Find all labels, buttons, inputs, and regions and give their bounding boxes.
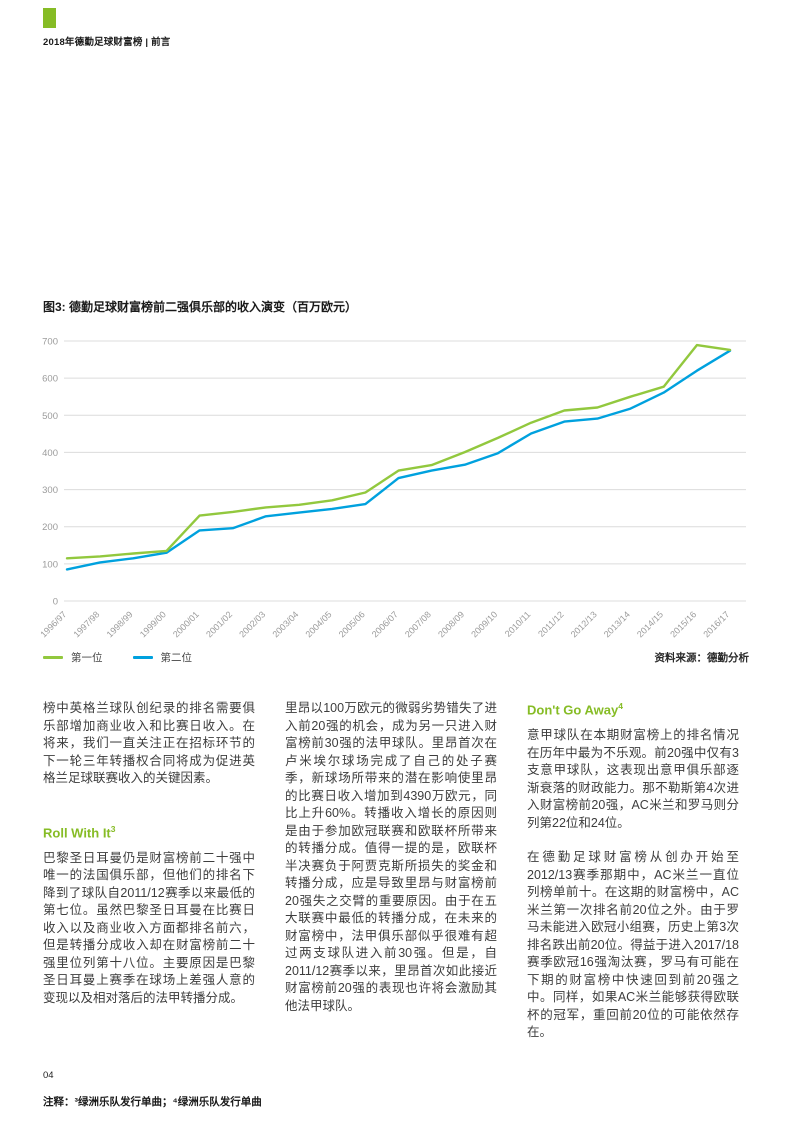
legend-label-second-place: 第二位 <box>160 652 193 664</box>
footnote-text: ³绿洲乐队发行单曲；⁴绿洲乐队发行单曲 <box>74 1096 262 1108</box>
section-heading-dont-go-away: Don't Go Away4 <box>527 701 739 717</box>
svg-text:600: 600 <box>42 374 58 385</box>
svg-text:2013/14: 2013/14 <box>602 609 632 639</box>
svg-text:2004/05: 2004/05 <box>304 609 334 639</box>
svg-text:2006/07: 2006/07 <box>370 609 400 639</box>
svg-text:2000/01: 2000/01 <box>171 609 201 639</box>
legend-item-first-place: 第一位 <box>43 650 103 665</box>
footnote-ref-4: 4 <box>618 701 623 711</box>
chart-legend: 第一位 第二位 <box>43 650 192 665</box>
svg-text:500: 500 <box>42 411 58 422</box>
footnote-ref-3: 3 <box>110 823 116 834</box>
svg-text:2015/16: 2015/16 <box>668 609 698 639</box>
paragraph-psg: 巴黎圣日耳曼仍是财富榜前二十强中唯一的法国俱乐部，但他们的排名下降到了球队自20… <box>43 850 255 1005</box>
svg-text:2011/12: 2011/12 <box>536 609 566 639</box>
svg-text:300: 300 <box>42 485 58 496</box>
column-2: 里昂以100万欧元的微弱劣势错失了进入前20强的机会，成为另一只进入财富榜前30… <box>285 700 497 1059</box>
svg-text:2016/17: 2016/17 <box>701 609 731 639</box>
legend-label-first-place: 第一位 <box>71 652 103 664</box>
svg-text:700: 700 <box>42 337 58 348</box>
revenue-evolution-line-chart: 0 100 200 300 400 500 600 700 1996/97 1997/98 1998… <box>38 337 746 639</box>
chart-title: 图3: 德勤足球财富榜前二强俱乐部的收入演变（百万欧元） <box>43 300 358 314</box>
second-place-line-swatch <box>132 656 153 659</box>
svg-text:0: 0 <box>53 597 58 608</box>
legend-item-second-place: 第二位 <box>132 650 193 665</box>
first-place-line-swatch <box>43 656 63 659</box>
paragraph-serie-a: 意甲球队在本期财富榜上的排名情况在历年中最为不乐观。前20强中仅有3支意甲球队，… <box>527 728 739 830</box>
running-header: 2018年德勤足球财富榜 | 前言 <box>43 34 170 48</box>
svg-text:2003/04: 2003/04 <box>270 609 300 639</box>
svg-text:2005/06: 2005/06 <box>337 609 367 639</box>
svg-text:2014/15: 2014/15 <box>635 609 665 639</box>
svg-text:1997/98: 1997/98 <box>71 609 101 639</box>
svg-text:100: 100 <box>42 559 58 570</box>
chart-source: 资料来源：德勤分析 <box>654 652 750 664</box>
svg-text:400: 400 <box>42 448 58 459</box>
svg-text:1999/00: 1999/00 <box>138 609 168 639</box>
heading-text: Roll With It <box>43 824 111 840</box>
svg-text:200: 200 <box>42 522 58 533</box>
body-columns: 榜中英格兰球队创纪录的排名需要俱乐部增加商业收入和比赛日收入。在将来，我们一直关… <box>43 700 750 1059</box>
column-1: 榜中英格兰球队创纪录的排名需要俱乐部增加商业收入和比赛日收入。在将来，我们一直关… <box>43 700 255 1059</box>
page-number: 04 <box>43 1070 54 1081</box>
svg-text:2001/02: 2001/02 <box>204 609 234 639</box>
svg-text:2010/11: 2010/11 <box>503 609 533 639</box>
footnotes: 注释：³绿洲乐队发行单曲；⁴绿洲乐队发行单曲 <box>43 1094 262 1109</box>
svg-text:2012/13: 2012/13 <box>569 609 599 639</box>
chart-footer: 第一位 第二位 资料来源：德勤分析 <box>43 650 749 665</box>
deloitte-brand-mark <box>43 8 56 28</box>
paragraph-lyon: 里昂以100万欧元的微弱劣势错失了进入前20强的机会，成为另一只进入财富榜前30… <box>285 701 497 1013</box>
running-header-text: 2018年德勤足球财富榜 | 前言 <box>43 37 171 48</box>
paragraph-milan-roma: 在德勤足球财富榜从创办开始至2012/13赛季那期中，AC米兰一直位列榜单前十。… <box>527 850 739 1040</box>
column-3: Don't Go Away4 意甲球队在本期财富榜上的排名情况在历年中最为不乐观… <box>527 700 739 1059</box>
svg-text:2007/08: 2007/08 <box>403 609 433 639</box>
svg-text:2008/09: 2008/09 <box>436 609 466 639</box>
heading-text: Don't Go Away <box>527 702 619 718</box>
svg-text:1998/99: 1998/99 <box>105 609 135 639</box>
paragraph-england-outlook: 榜中英格兰球队创纪录的排名需要俱乐部增加商业收入和比赛日收入。在将来，我们一直关… <box>43 701 255 785</box>
svg-text:1996/97: 1996/97 <box>38 609 68 639</box>
svg-text:2002/03: 2002/03 <box>237 609 267 639</box>
section-heading-roll-with-it: Roll With It3 <box>43 824 255 840</box>
svg-text:2009/10: 2009/10 <box>469 609 499 639</box>
footnote-label: 注释： <box>43 1096 75 1108</box>
